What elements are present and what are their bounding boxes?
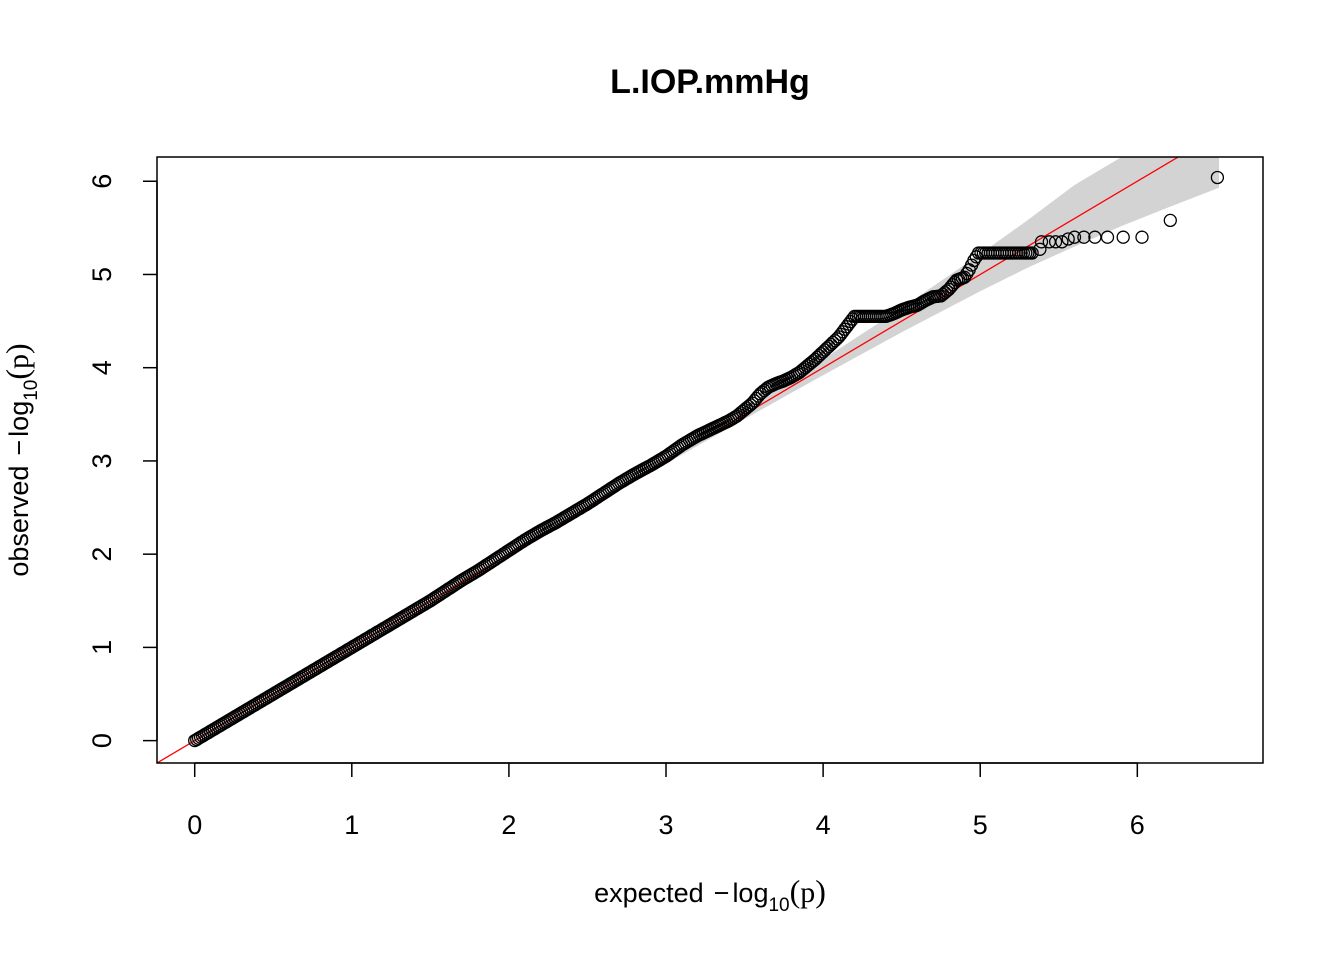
x-axis-label: expected − log10(p) <box>594 873 826 916</box>
y-axis-label-var: p <box>2 354 35 369</box>
y-tick-label: 3 <box>87 453 117 468</box>
plot-area <box>157 157 1225 763</box>
data-point <box>1116 230 1130 244</box>
x-tick-label: 3 <box>658 810 673 840</box>
y-axis-label-base: 10 <box>21 380 42 401</box>
y-axis-label: observed − log10(p) <box>0 343 42 576</box>
x-tick-label: 6 <box>1130 810 1145 840</box>
x-tick-label: 2 <box>501 810 516 840</box>
x-axis-label-minus: − <box>714 878 730 908</box>
data-point <box>1034 235 1049 249</box>
data-point <box>1061 232 1075 246</box>
data-point <box>1025 246 1039 260</box>
x-axis: 0 1 2 3 4 5 6 <box>187 762 1145 840</box>
data-point <box>1067 230 1082 244</box>
data-points <box>188 170 1225 748</box>
x-axis-label-prefix: expected <box>594 878 704 908</box>
data-point <box>960 266 974 281</box>
y-axis-label-prefix: observed <box>4 466 34 577</box>
data-point <box>1033 242 1047 256</box>
y-axis-label-log: log <box>4 401 34 437</box>
chart-title: L.IOP.mmHg <box>610 63 810 101</box>
x-tick-label: 5 <box>973 810 988 840</box>
data-point <box>1055 235 1069 249</box>
x-axis-label-var: p <box>800 876 815 909</box>
data-point <box>957 270 972 284</box>
y-tick-label: 1 <box>87 640 117 655</box>
data-point <box>1135 230 1149 244</box>
data-point <box>1100 230 1115 244</box>
data-point <box>1163 213 1177 228</box>
y-axis-label-open: ( <box>0 369 35 380</box>
data-point <box>1210 170 1225 185</box>
x-axis-label-base: 10 <box>768 895 789 916</box>
y-tick-label: 4 <box>87 360 117 375</box>
y-axis-label-close: ) <box>0 343 35 354</box>
y-tick-label: 0 <box>87 733 117 748</box>
data-point <box>1048 235 1063 249</box>
x-axis-label-log: log <box>732 878 768 908</box>
y-tick-label: 5 <box>87 267 117 282</box>
x-tick-label: 0 <box>187 810 202 840</box>
data-point <box>967 253 981 268</box>
x-axis-label-close: ) <box>815 873 826 909</box>
x-tick-label: 1 <box>344 810 359 840</box>
y-tick-label: 6 <box>87 174 117 189</box>
confidence-band <box>508 157 1219 556</box>
x-axis-label-open: ( <box>790 873 801 909</box>
data-point <box>969 250 983 264</box>
data-point <box>1077 230 1091 244</box>
y-tick-label: 2 <box>87 547 117 562</box>
y-axis-label-minus: − <box>4 440 34 456</box>
x-tick-label: 4 <box>816 810 831 840</box>
y-axis: 0 1 2 3 4 5 6 <box>87 174 158 748</box>
